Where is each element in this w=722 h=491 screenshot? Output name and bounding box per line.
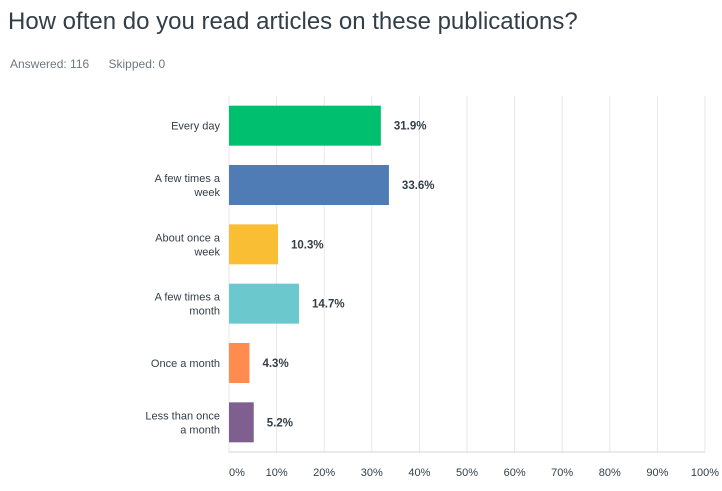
x-tick-label: 40% [408,467,430,479]
category-label: Less than once [145,410,220,422]
value-label: 4.3% [262,358,288,370]
value-label: 14.7% [312,299,345,311]
category-label: A few times a [155,292,221,304]
x-tick-label: 70% [551,467,573,479]
value-label: 31.9% [394,121,427,133]
category-label: week [193,246,220,258]
chart-title: How often do you read articles on these … [8,8,578,35]
category-label: a month [180,424,220,436]
answered-count: Answered: 116 [10,57,90,71]
value-label: 5.2% [267,417,293,429]
bar [229,402,254,443]
x-tick-label: 100% [691,467,719,479]
value-label: 33.6% [402,180,435,192]
bar [229,283,299,324]
x-tick-label: 90% [646,467,668,479]
bar [229,165,389,205]
x-tick-label: 50% [456,467,478,479]
category-label: A few times a [155,173,221,185]
value-label: 10.3% [291,239,324,251]
x-tick-label: 80% [599,467,621,479]
category-label: week [193,187,220,199]
x-tick-label: 0% [229,467,245,479]
bar [229,343,250,383]
category-label: Once a month [151,358,220,370]
x-tick-label: 30% [361,467,383,479]
category-label: Every day [171,121,220,133]
category-label: About once a [155,232,221,244]
response-stats: Answered: 116 Skipped: 0 [10,57,181,71]
bar [229,224,279,265]
x-tick-label: 60% [504,467,526,479]
category-label: month [189,306,220,318]
bar [229,105,381,146]
x-tick-label: 20% [313,467,335,479]
skipped-count: Skipped: 0 [108,57,166,71]
x-tick-label: 10% [266,467,288,479]
